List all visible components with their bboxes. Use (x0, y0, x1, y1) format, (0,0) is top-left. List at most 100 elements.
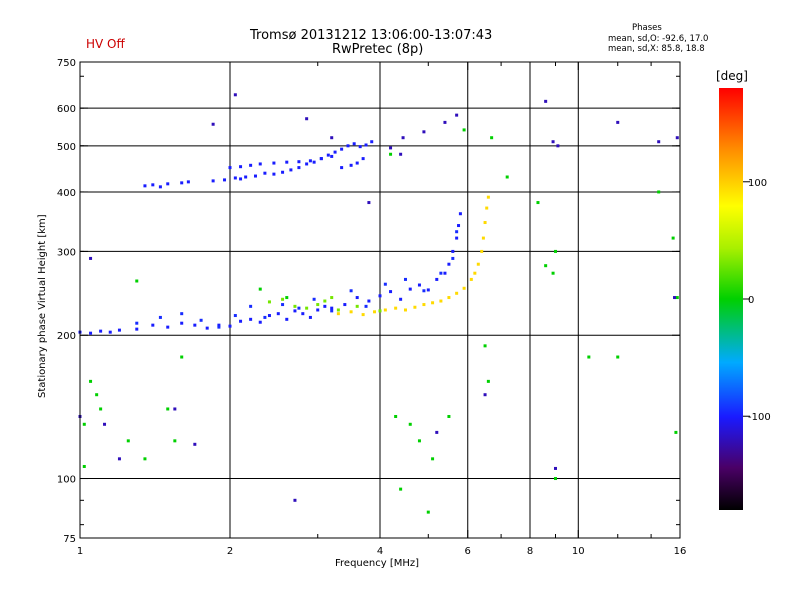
data-point (378, 309, 382, 313)
data-point (151, 183, 155, 187)
data-point (455, 230, 459, 234)
colorbar-tick-label: 0 (748, 295, 754, 306)
y-tick-label: 75 (63, 534, 76, 545)
data-point (281, 297, 285, 301)
data-point (239, 165, 243, 169)
data-point (199, 318, 203, 322)
colorbar (719, 88, 743, 510)
data-point (394, 414, 398, 418)
data-point (158, 315, 162, 319)
data-point (373, 310, 377, 314)
data-point (422, 289, 426, 293)
data-point (544, 264, 548, 268)
data-point (323, 304, 327, 308)
axis-ticks: 1 2 4 6 8 10 16 75 100 200 300 400 500 600 750 (57, 58, 686, 557)
y-tick-label: 600 (57, 104, 76, 115)
data-point (443, 120, 447, 124)
data-point (263, 315, 267, 319)
data-point (378, 294, 382, 298)
data-point (285, 317, 289, 321)
data-point (205, 326, 209, 330)
data-point (193, 323, 197, 327)
data-point (343, 303, 347, 307)
y-tick-label: 300 (57, 247, 76, 258)
data-point (352, 142, 356, 146)
data-point (193, 442, 197, 446)
data-point (422, 303, 426, 307)
data-point (89, 256, 93, 260)
data-point (95, 393, 99, 397)
data-point (108, 330, 112, 334)
data-point (228, 166, 232, 170)
data-point (355, 161, 359, 165)
y-tick-label: 200 (57, 331, 76, 342)
data-point (143, 457, 147, 461)
data-point (399, 487, 403, 491)
data-point (486, 195, 490, 199)
data-point (431, 457, 435, 461)
data-point (439, 299, 443, 303)
data-point (455, 236, 459, 240)
data-point (336, 312, 340, 316)
data-point (394, 306, 398, 310)
data-point (158, 185, 162, 189)
data-point (399, 152, 403, 156)
data-point (455, 291, 459, 295)
data-point (211, 179, 215, 183)
data-point (408, 422, 412, 426)
data-point (323, 299, 327, 303)
data-point (126, 439, 130, 443)
data-point (426, 510, 430, 514)
data-point (536, 201, 540, 205)
data-point (285, 160, 289, 164)
data-point (305, 162, 309, 166)
colorbar-ticks: 100 0 -100 (743, 178, 771, 423)
data-point (223, 178, 227, 182)
data-point (481, 236, 485, 240)
phases-o-stats: mean, sd,O: -92.6, 17.0 (608, 34, 709, 44)
data-point (675, 296, 679, 300)
data-point (457, 224, 461, 228)
colorbar-tick-label: -100 (748, 412, 771, 423)
data-point (89, 379, 93, 383)
data-point (293, 498, 297, 502)
hv-status: HV Off (86, 37, 125, 51)
data-point (135, 279, 139, 283)
data-point (435, 430, 439, 434)
data-point (399, 297, 403, 301)
data-point (135, 321, 139, 325)
data-point (417, 439, 421, 443)
data-point (447, 296, 451, 300)
data-point (364, 304, 368, 308)
data-point (544, 99, 548, 103)
data-point (293, 304, 297, 308)
data-point (389, 290, 393, 294)
y-tick-label: 750 (57, 58, 76, 69)
data-point (233, 314, 237, 318)
data-point (469, 277, 473, 281)
data-point (305, 117, 309, 121)
data-point (217, 323, 221, 327)
data-point (336, 308, 340, 312)
data-point (439, 271, 443, 275)
data-point (435, 277, 439, 281)
data-point (401, 136, 405, 140)
x-tick-label: 1 (77, 546, 83, 557)
data-point (312, 160, 316, 164)
data-point (272, 172, 276, 176)
y-tick-label: 400 (57, 188, 76, 199)
chart-subtitle: RwPretec (8p) (332, 42, 424, 57)
data-point (355, 296, 359, 300)
data-point (305, 306, 309, 310)
data-point (346, 144, 350, 148)
data-point (383, 308, 387, 312)
data-point (244, 175, 248, 179)
data-point (473, 271, 477, 275)
data-point (166, 325, 170, 329)
data-point (657, 140, 661, 144)
data-point (297, 166, 301, 170)
data-point (553, 249, 557, 253)
data-point (301, 312, 305, 316)
x-tick-label: 16 (674, 546, 687, 557)
